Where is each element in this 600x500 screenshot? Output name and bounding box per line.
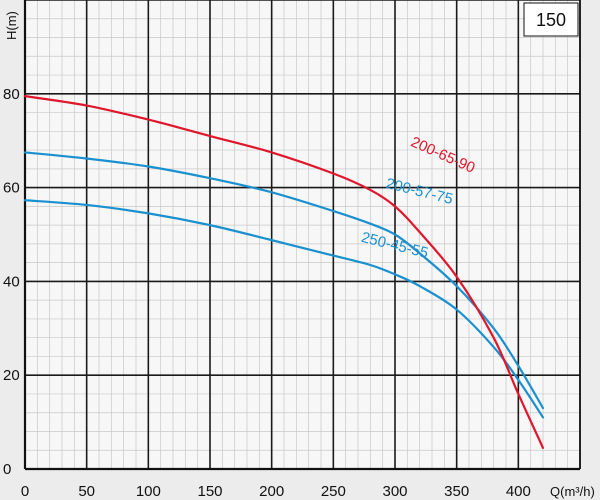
y-tick-label: 60 (3, 180, 20, 197)
model-label: 150 (536, 10, 566, 30)
x-tick-label: 300 (382, 483, 407, 500)
model-label-box (523, 2, 579, 37)
y-tick-label: 80 (3, 86, 20, 103)
x-axis-title: Q(m³/h) (550, 484, 595, 499)
series-line-250-45-55 (23, 199, 545, 419)
series-line-200-65-90 (23, 95, 545, 449)
x-tick-label: 0 (21, 483, 29, 500)
x-tick-label: 50 (78, 483, 95, 500)
series-layer (23, 95, 545, 449)
x-tick-label: 400 (506, 483, 531, 500)
plot-area (25, 0, 580, 469)
tick-labels: 0 50 100 150 200 250 300 350 400 0 20 40 60 80 (3, 86, 531, 500)
x-tick-label: 100 (136, 483, 161, 500)
major-grid (23, 0, 581, 471)
x-tick-label: 250 (321, 483, 346, 500)
y-tick-label: 20 (3, 367, 20, 384)
x-tick-label: 350 (444, 483, 469, 500)
series-line-200-57-75 (23, 151, 545, 410)
x-tick-label: 150 (197, 483, 222, 500)
y-tick-label: 40 (3, 273, 20, 290)
x-tick-label: 200 (259, 483, 284, 500)
y-tick-label: 0 (3, 461, 11, 478)
y-axis-title: H(m) (4, 11, 19, 40)
